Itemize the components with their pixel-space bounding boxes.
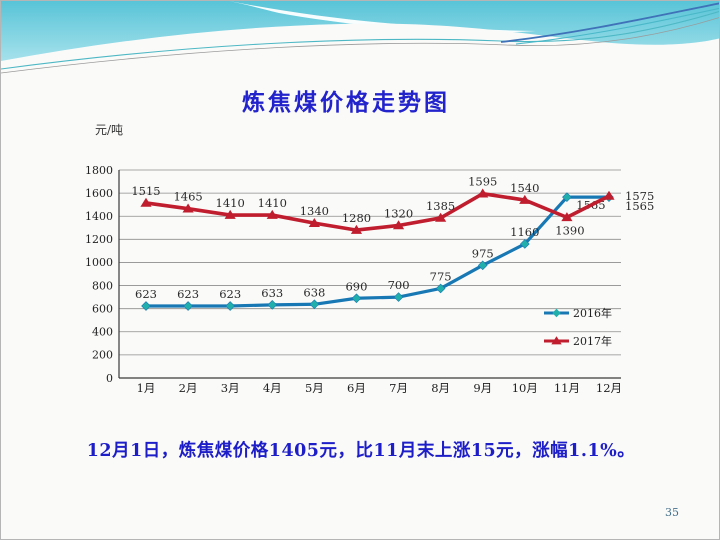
- y-tick-label: 600: [92, 302, 113, 315]
- y-axis-unit-label: 元/吨: [95, 123, 124, 137]
- data-label: 1595: [468, 175, 497, 189]
- series-line: [146, 195, 609, 308]
- data-label: 623: [219, 287, 241, 301]
- footer-commentary: 12月1日，炼焦煤价格1405元，比11月末上涨15元，涨幅1.1%。: [86, 441, 636, 461]
- y-tick-label: 800: [92, 279, 113, 292]
- line-chart-canvas: 0 200 400 600 800 1000 1200 1400 1600 1800 1月 2月 3月 4…: [85, 164, 654, 395]
- diamond-marker: [393, 292, 404, 302]
- data-label: 1410: [258, 196, 287, 210]
- page-number: 35: [665, 506, 679, 519]
- data-label: 1565: [625, 199, 654, 213]
- x-tick-label: 7月: [389, 381, 408, 395]
- data-label: 1410: [216, 196, 245, 210]
- data-label: 700: [388, 278, 410, 292]
- diamond-marker: [477, 260, 488, 271]
- header-wave-graphic: [1, 1, 719, 81]
- series-2016年: [141, 192, 614, 311]
- triangle-marker: [519, 194, 531, 204]
- x-tick-label: 11月: [554, 381, 580, 395]
- y-tick-label: 1600: [86, 187, 113, 200]
- legend-triangle-marker: [551, 336, 562, 345]
- triangle-marker: [561, 212, 573, 222]
- y-tick-label: 1400: [86, 210, 113, 223]
- y-tick-label: 400: [92, 326, 113, 339]
- diamond-marker: [351, 293, 362, 304]
- diamond-marker: [225, 301, 236, 311]
- page-title: 炼焦煤价格走势图: [242, 90, 450, 116]
- triangle-marker: [477, 188, 489, 198]
- data-label: 1575: [625, 189, 654, 203]
- triangle-marker: [392, 220, 405, 230]
- y-tick-label: 1200: [86, 233, 113, 246]
- data-label: 975: [472, 246, 494, 260]
- data-label: 1540: [510, 181, 539, 195]
- y-tick-label: 1800: [86, 166, 113, 177]
- legend-label: 2017年: [573, 334, 612, 348]
- x-tick-label: 1月: [137, 381, 156, 395]
- y-tick-label: 1000: [86, 256, 113, 269]
- data-label: 690: [345, 279, 367, 293]
- data-label: 1320: [384, 206, 413, 220]
- price-trend-chart: 0 200 400 600 800 1000 1200 1400 1600 1800 1月 2月 3月 4…: [85, 164, 666, 411]
- axes: [118, 170, 621, 379]
- y-axis-tick-labels: 0 200 400 600 800 1000 1200 1400 1600 1800: [85, 164, 113, 385]
- x-tick-label: 10月: [512, 381, 538, 395]
- diamond-marker: [519, 239, 530, 249]
- data-label: 1340: [300, 204, 329, 218]
- data-label: 633: [261, 286, 283, 300]
- data-label: 775: [430, 269, 452, 283]
- x-tick-label: 6月: [347, 381, 366, 395]
- data-label: 1280: [342, 211, 371, 225]
- legend-item-2017年: 2017年: [544, 334, 612, 348]
- x-tick-label: 8月: [431, 381, 450, 395]
- diamond-marker: [183, 301, 193, 311]
- triangle-marker: [350, 224, 363, 234]
- legend-item-2016年: 2016年: [544, 306, 612, 320]
- x-axis-tick-labels: 1月 2月 3月 4月 5月 6月 7月 8月 9月 10月 11月 12月: [137, 381, 622, 395]
- diamond-marker: [141, 301, 151, 311]
- series-line: [145, 191, 610, 232]
- y-tick-label: 200: [92, 349, 113, 362]
- triangle-marker: [182, 203, 194, 213]
- data-label: 623: [135, 287, 157, 301]
- diamond-marker: [435, 283, 446, 294]
- data-label: 1515: [131, 184, 160, 198]
- x-tick-label: 4月: [263, 381, 282, 395]
- data-label: 1390: [555, 223, 584, 237]
- data-label: 638: [303, 285, 325, 299]
- triangle-marker: [435, 212, 447, 222]
- x-tick-label: 12月: [596, 381, 622, 395]
- x-tick-label: 5月: [305, 381, 324, 395]
- diamond-marker: [267, 300, 278, 310]
- triangle-marker: [224, 209, 236, 219]
- data-label: 1385: [426, 199, 455, 213]
- triangle-marker: [308, 217, 320, 227]
- legend: 2016年 2017年: [544, 306, 612, 348]
- triangle-marker: [266, 209, 278, 219]
- diamond-marker: [309, 299, 320, 310]
- diamond-marker: [562, 192, 572, 202]
- x-tick-label: 9月: [473, 381, 492, 395]
- data-label: 1465: [173, 190, 202, 204]
- legend-label: 2016年: [573, 306, 612, 320]
- x-tick-label: 3月: [221, 381, 240, 395]
- series-2017年: [140, 188, 615, 234]
- triangle-marker: [140, 197, 152, 207]
- x-tick-label: 2月: [179, 381, 198, 395]
- triangle-marker: [603, 190, 615, 200]
- data-label: 623: [177, 287, 199, 301]
- gridlines: [119, 169, 621, 356]
- data-labels-2017年: 1515 1465 1410 1410 1340 1280 1320 1385 1595 1540…: [131, 175, 654, 238]
- y-tick-label: 0: [106, 372, 113, 385]
- legend-diamond-marker: [552, 308, 561, 318]
- data-label: 1160: [510, 225, 539, 239]
